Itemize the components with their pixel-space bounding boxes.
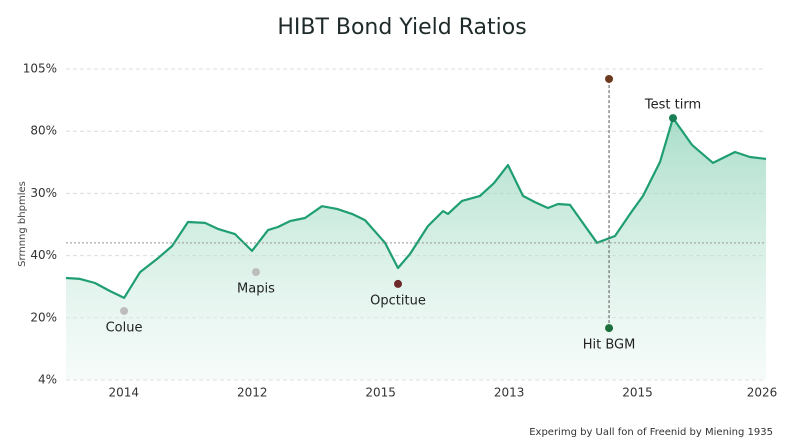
- x-tick-label: 2015: [365, 386, 396, 400]
- line: [65, 117, 767, 299]
- x-tick-label: 2015: [622, 386, 653, 400]
- footer: Experimg by Uall fon of Freenid by Mieni…: [529, 427, 773, 438]
- annotation-label: Mapis: [237, 282, 275, 297]
- x-tick-label: 2026: [747, 386, 778, 400]
- y-tick-label: 30%: [30, 186, 57, 200]
- x-tick-label: 2012: [237, 386, 268, 400]
- y-tick-label: 4%: [38, 373, 57, 387]
- annotation-label: Colue: [106, 320, 143, 335]
- x-tick-label: 2013: [494, 386, 525, 400]
- chart-title: HIBT Bond Yield Ratios: [277, 15, 526, 40]
- annotation-marker: [605, 324, 614, 333]
- x-tick-label: 2014: [109, 386, 140, 400]
- annotation-marker: [251, 268, 260, 277]
- annotation-marker: [120, 306, 129, 315]
- y-axis-label: Srrnnng bhpmles: [17, 181, 28, 267]
- y-tick-label: 40%: [30, 248, 57, 262]
- y-tick-label: 20%: [30, 310, 57, 324]
- y-tick-label: 80%: [30, 124, 57, 138]
- annotation-label: Test tirm: [644, 98, 701, 113]
- annotation-label: Hit BGM: [583, 338, 636, 353]
- annotation-label: Opctitue: [370, 293, 426, 308]
- annotation-marker: [605, 74, 614, 83]
- annotation-marker: [394, 279, 403, 288]
- annotation-marker: [669, 114, 678, 123]
- y-tick-label: 105%: [23, 62, 57, 76]
- area-fill: [66, 118, 766, 380]
